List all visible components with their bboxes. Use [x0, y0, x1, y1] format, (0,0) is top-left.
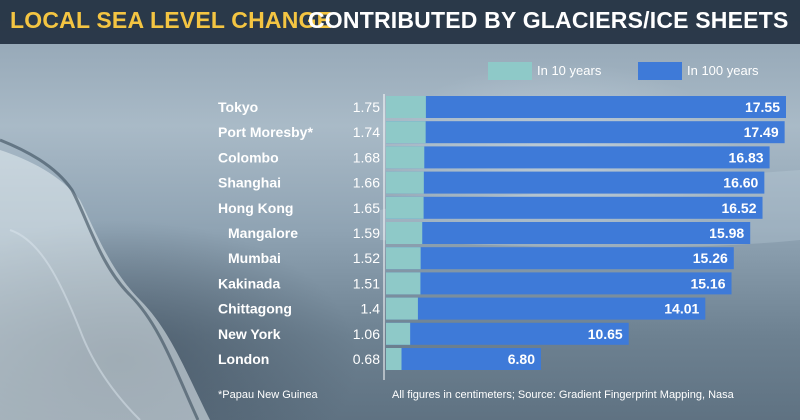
category-label: Mangalore: [228, 225, 298, 241]
data-label-100-years: 6.80: [508, 351, 535, 367]
data-label-100-years: 16.52: [721, 200, 756, 216]
category-label: Tokyo: [218, 99, 258, 115]
legend-swatch-10-years: [488, 62, 532, 80]
category-label: Colombo: [218, 149, 279, 165]
category-label: Port Moresby*: [218, 124, 313, 140]
source-note: All figures in centimeters; Source: Grad…: [392, 389, 734, 401]
footnote: *Papau New Guinea: [218, 389, 318, 401]
bar-10-years: [386, 96, 426, 118]
data-label-100-years: 15.98: [709, 225, 744, 241]
bar-10-years: [386, 247, 421, 270]
category-label: Mumbai: [228, 250, 281, 266]
data-label-100-years: 16.60: [723, 175, 758, 191]
data-label-10-years: 1.59: [353, 225, 380, 241]
data-label-10-years: 1.4: [361, 301, 381, 317]
bar-100-years: [386, 322, 629, 345]
bar-10-years: [386, 297, 418, 320]
bar-10-years: [386, 222, 423, 244]
data-label-10-years: 1.68: [353, 149, 380, 165]
bar-10-years: [386, 196, 424, 219]
title-bar: LOCAL SEA LEVEL CHANGE CONTRIBUTED BY GL…: [0, 0, 800, 44]
bar-10-years: [386, 348, 402, 370]
bar-100-years: [386, 297, 706, 320]
bar-100-years: [386, 272, 732, 295]
category-label: Kakinada: [218, 275, 280, 291]
data-label-100-years: 15.26: [693, 250, 728, 266]
bar-100-years: [386, 196, 763, 219]
data-label-10-years: 1.75: [353, 99, 380, 115]
data-label-100-years: 15.16: [690, 275, 725, 291]
bar-100-years: [386, 247, 734, 270]
category-label: New York: [218, 326, 281, 342]
category-label: Shanghai: [218, 175, 281, 191]
data-label-100-years: 17.49: [744, 124, 779, 140]
category-label: Hong Kong: [218, 200, 293, 216]
bar-100-years: [386, 222, 751, 244]
data-label-10-years: 1.06: [353, 326, 380, 342]
data-label-10-years: 1.66: [353, 175, 380, 191]
data-label-100-years: 16.83: [729, 149, 764, 165]
bar-10-years: [386, 322, 411, 345]
bar-100-years: [386, 171, 765, 194]
chart-title: CONTRIBUTED BY GLACIERS/ICE SHEETS: [308, 7, 789, 33]
legend-label-100-years: In 100 years: [687, 63, 759, 78]
bar-10-years: [386, 146, 425, 169]
chart-title-highlight: LOCAL SEA LEVEL CHANGE: [10, 7, 333, 33]
data-label-10-years: 1.65: [353, 200, 380, 216]
bar-10-years: [386, 272, 421, 295]
data-label-10-years: 1.51: [353, 275, 380, 291]
bar-10-years: [386, 171, 424, 194]
data-label-10-years: 1.52: [353, 250, 380, 266]
data-label-10-years: 1.74: [353, 124, 380, 140]
bar-100-years: [386, 146, 770, 169]
data-label-100-years: 17.55: [745, 99, 780, 115]
bar-100-years: [386, 96, 786, 118]
data-label-10-years: 0.68: [353, 351, 380, 367]
bar-100-years: [386, 348, 541, 370]
data-label-100-years: 10.65: [588, 326, 623, 342]
legend-label-10-years: In 10 years: [537, 63, 602, 78]
data-label-100-years: 14.01: [664, 301, 699, 317]
category-label: London: [218, 351, 269, 367]
bar-10-years: [386, 121, 426, 144]
bar-100-years: [386, 121, 785, 144]
legend-swatch-100-years: [638, 62, 682, 80]
category-label: Chittagong: [218, 301, 292, 317]
